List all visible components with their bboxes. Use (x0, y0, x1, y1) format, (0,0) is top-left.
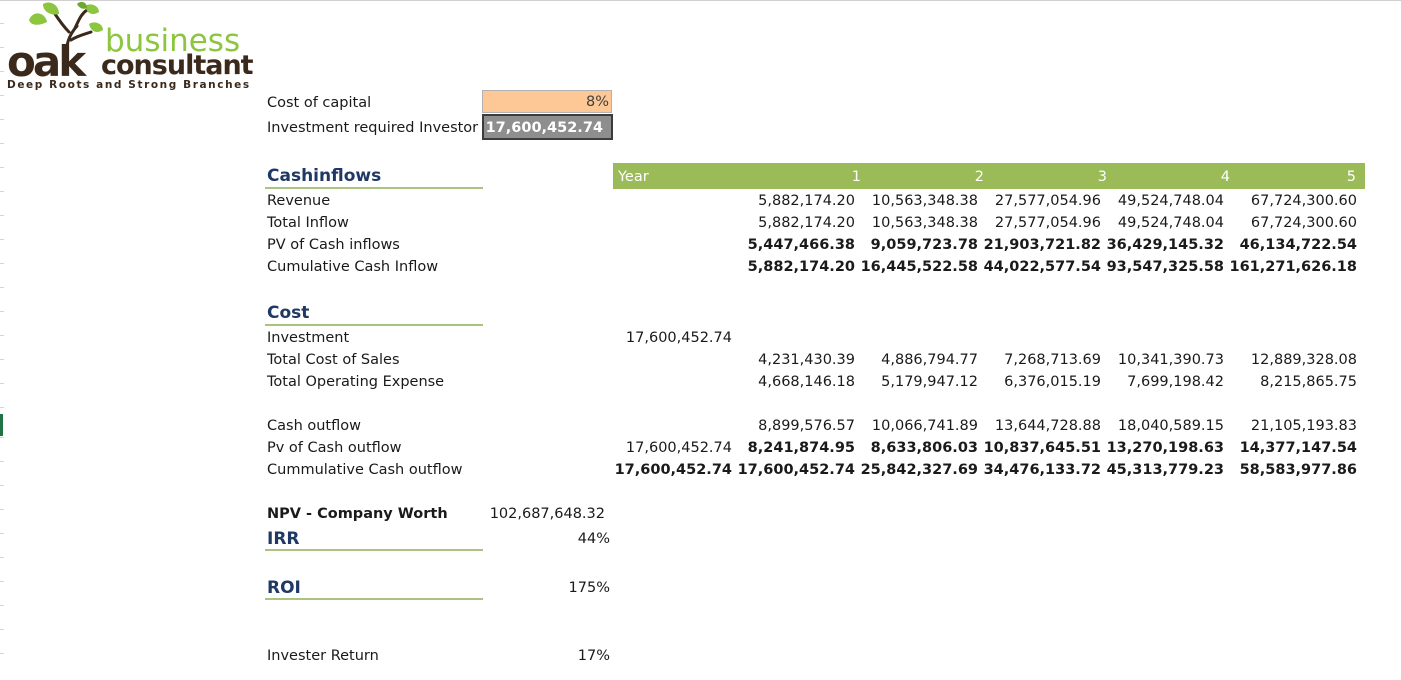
table-cell[interactable]: 5,882,174.20 (758, 193, 855, 209)
roi-heading: ROI (267, 578, 301, 598)
row-label: Total Cost of Sales (267, 352, 400, 368)
table-cell[interactable]: 17,600,452.74 (625, 440, 732, 456)
cost-underline (265, 324, 483, 326)
logo-tagline: Deep Roots and Strong Branches (7, 79, 251, 91)
table-cell[interactable]: 93,547,325.58 (1106, 259, 1224, 275)
row-label: Investment (267, 330, 350, 346)
row-header-strip (0, 0, 4, 680)
table-cell[interactable]: 58,583,977.86 (1239, 462, 1357, 478)
irr-heading: IRR (267, 529, 300, 549)
row-label: Cumulative Cash Inflow (267, 259, 439, 275)
row-label: Cash outflow (267, 418, 361, 434)
table-cell[interactable]: 18,040,589.15 (1117, 418, 1224, 434)
table-cell[interactable]: 25,842,327.69 (860, 462, 978, 478)
cost-of-capital-cell[interactable]: 8% (482, 90, 612, 113)
table-cell[interactable]: 13,270,198.63 (1106, 440, 1224, 456)
row-label: PV of Cash inflows (267, 237, 400, 253)
table-cell[interactable]: 27,577,054.96 (994, 193, 1101, 209)
table-cell[interactable]: 8,215,865.75 (1260, 374, 1357, 390)
table-cell[interactable]: 36,429,145.32 (1106, 237, 1224, 253)
table-cell[interactable]: 13,644,728.88 (994, 418, 1101, 434)
table-cell[interactable]: 4,668,146.18 (758, 374, 855, 390)
investment-required-label: Investment required Investor (267, 120, 479, 136)
investor-return-value[interactable]: 17% (577, 648, 610, 664)
sheet-top-border (0, 0, 1401, 1)
logo-text-oak: oak (7, 37, 86, 86)
investor-return-label: Invester Return (267, 648, 379, 664)
company-logo: oak business consultant Deep Roots and S… (5, 0, 260, 92)
table-cell[interactable]: 12,889,328.08 (1250, 352, 1357, 368)
year-2-header: 2 (974, 169, 984, 185)
table-cell[interactable]: 4,231,430.39 (758, 352, 855, 368)
year-header-bar: Year 1 2 3 4 5 (613, 163, 1365, 189)
table-cell[interactable]: 9,059,723.78 (870, 237, 978, 253)
table-cell[interactable]: 161,271,626.18 (1229, 259, 1357, 275)
table-cell[interactable]: 67,724,300.60 (1250, 193, 1357, 209)
cost-of-capital-label: Cost of capital (267, 95, 372, 111)
table-cell[interactable]: 8,241,874.95 (747, 440, 855, 456)
table-cell[interactable]: 46,134,722.54 (1239, 237, 1357, 253)
table-cell[interactable]: 16,445,522.58 (860, 259, 978, 275)
year-5-header: 5 (1346, 169, 1356, 185)
year-3-header: 3 (1097, 169, 1107, 185)
table-cell[interactable]: 17,600,452.74 (737, 462, 855, 478)
year-4-header: 4 (1220, 169, 1230, 185)
table-cell[interactable]: 10,066,741.89 (871, 418, 978, 434)
table-cell[interactable]: 34,476,133.72 (983, 462, 1101, 478)
table-cell[interactable]: 5,882,174.20 (758, 215, 855, 231)
investment-required-cell[interactable]: 17,600,452.74 (482, 114, 613, 140)
table-cell[interactable]: 8,633,806.03 (870, 440, 978, 456)
table-cell[interactable]: 27,577,054.96 (994, 215, 1101, 231)
table-cell[interactable]: 10,837,645.51 (983, 440, 1101, 456)
table-cell[interactable]: 10,341,390.73 (1117, 352, 1224, 368)
tree-icon (29, 1, 103, 60)
npv-label: NPV - Company Worth (267, 506, 448, 522)
cashinflows-heading: Cashinflows (267, 166, 382, 186)
table-cell[interactable]: 6,376,015.19 (1004, 374, 1101, 390)
year-1-header: 1 (851, 169, 861, 185)
roi-underline (265, 598, 483, 600)
cost-of-capital-value: 8% (585, 94, 609, 110)
table-cell[interactable]: 21,903,721.82 (983, 237, 1101, 253)
table-cell[interactable]: 44,022,577.54 (983, 259, 1101, 275)
table-cell[interactable]: 17,600,452.74 (614, 462, 732, 478)
table-cell[interactable]: 10,563,348.38 (871, 193, 978, 209)
roi-value[interactable]: 175% (568, 580, 610, 596)
table-cell[interactable]: 49,524,748.04 (1117, 193, 1224, 209)
logo-text-business: business (105, 23, 241, 59)
cost-heading: Cost (267, 303, 310, 323)
table-cell[interactable]: 5,179,947.12 (881, 374, 978, 390)
table-cell[interactable]: 67,724,300.60 (1250, 215, 1357, 231)
cashinflows-underline (265, 187, 483, 189)
table-cell[interactable]: 4,886,794.77 (881, 352, 978, 368)
row-label: Total Operating Expense (267, 374, 445, 390)
table-cell[interactable]: 7,268,713.69 (1004, 352, 1101, 368)
irr-value[interactable]: 44% (577, 531, 610, 547)
active-row-indicator (0, 414, 3, 436)
table-cell[interactable]: 17,600,452.74 (625, 330, 732, 346)
year-label: Year (618, 169, 649, 185)
row-label: Cummulative Cash outflow (267, 462, 463, 478)
logo-text-consultant: consultant (101, 50, 254, 81)
table-cell[interactable]: 49,524,748.04 (1117, 215, 1224, 231)
table-cell[interactable]: 8,899,576.57 (758, 418, 855, 434)
npv-value[interactable]: 102,687,648.32 (489, 506, 605, 522)
table-cell[interactable]: 10,563,348.38 (871, 215, 978, 231)
row-label: Pv of Cash outflow (267, 440, 402, 456)
table-cell[interactable]: 21,105,193.83 (1250, 418, 1357, 434)
table-cell[interactable]: 45,313,779.23 (1106, 462, 1224, 478)
row-label: Total Inflow (267, 215, 349, 231)
row-label: Revenue (267, 193, 331, 209)
table-cell[interactable]: 7,699,198.42 (1127, 374, 1224, 390)
table-cell[interactable]: 14,377,147.54 (1239, 440, 1357, 456)
investment-required-value: 17,600,452.74 (485, 120, 603, 136)
table-cell[interactable]: 5,447,466.38 (747, 237, 855, 253)
irr-underline (265, 549, 483, 551)
table-cell[interactable]: 5,882,174.20 (747, 259, 855, 275)
